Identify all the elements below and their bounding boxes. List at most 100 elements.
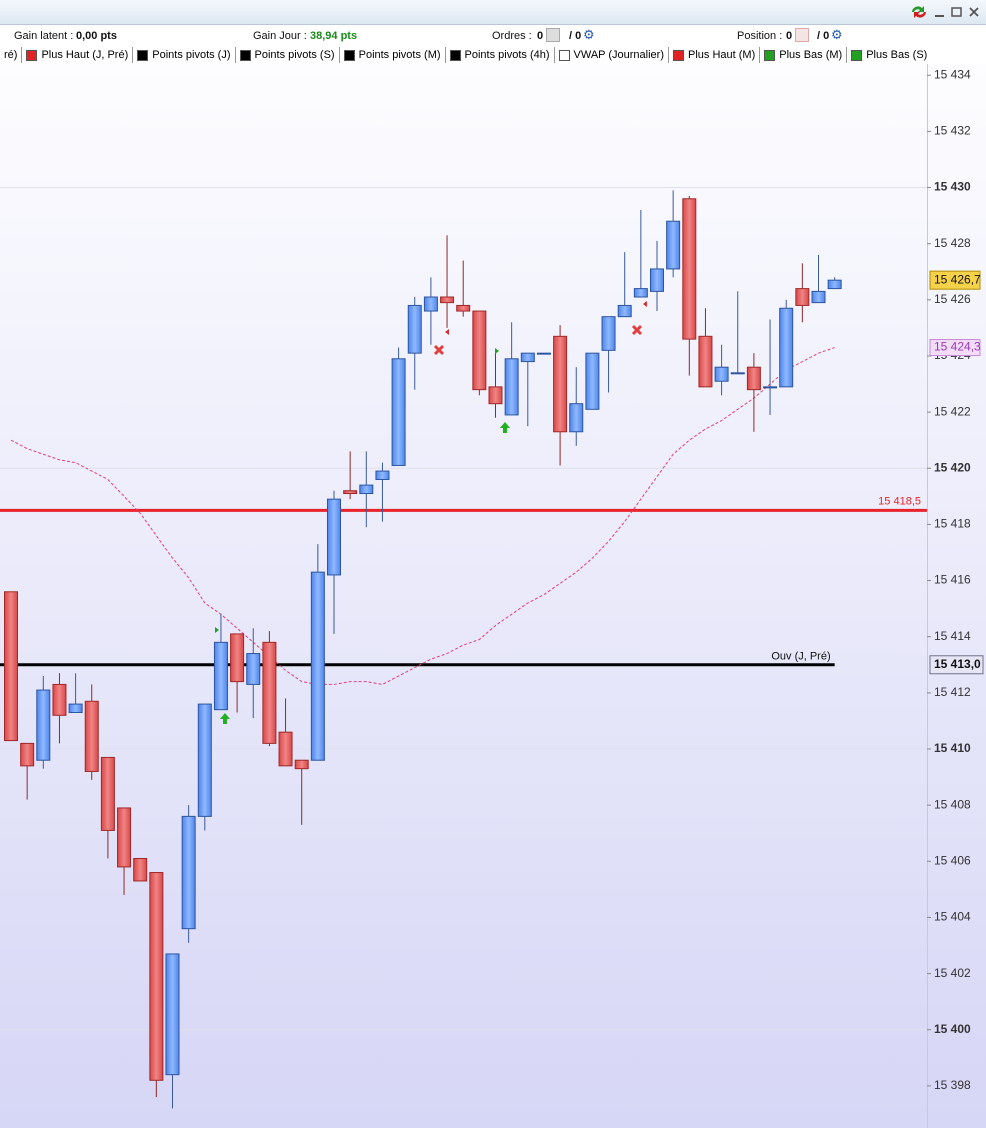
indicator-name: Plus Haut (M): [688, 49, 756, 61]
candle-body: [117, 807, 132, 868]
price-tag: [929, 339, 981, 357]
plot-background: [0, 64, 986, 1128]
y-tick-label: 15 400: [934, 1022, 971, 1036]
candle-body: [601, 316, 616, 351]
indicator-swatch: [137, 49, 149, 61]
candle-body: [4, 591, 18, 742]
candle-body: [36, 689, 51, 761]
candle-body: [617, 304, 632, 318]
candle-body: [68, 703, 83, 714]
candle-body: [536, 352, 551, 355]
candle-body: [698, 335, 713, 388]
indicator[interactable]: Points pivots (M): [340, 47, 446, 63]
indicator-name: Points pivots (M): [358, 49, 441, 61]
price-level-name: Ouv (J, Pré): [771, 651, 830, 663]
candle-body: [310, 571, 325, 761]
indicator[interactable]: Plus Haut (M): [669, 47, 761, 63]
candle-body: [327, 498, 341, 576]
candle-body: [294, 759, 309, 770]
maximize-button[interactable]: [951, 7, 962, 17]
indicator-name: ré): [4, 49, 18, 61]
value: 0: [537, 30, 544, 42]
y-tick-label: 15 416: [934, 573, 971, 587]
price-tag: [929, 655, 984, 675]
y-tick-label: 15 406: [934, 853, 971, 867]
candle-body: [133, 857, 148, 882]
y-tick-label: 15 434: [934, 67, 971, 81]
candle-body: [181, 815, 196, 930]
candle-body: [569, 403, 584, 433]
y-tick-label: 15 418: [934, 517, 971, 531]
candle-body: [811, 290, 826, 304]
candle-body: [746, 366, 761, 391]
indicator-swatch: [764, 49, 776, 61]
indicator-swatch: [343, 49, 355, 61]
candle-body: [230, 633, 245, 683]
indicator-name: Points pivots (4h): [464, 49, 550, 61]
signal-triangle: [495, 348, 499, 354]
candle-body: [456, 304, 471, 312]
signal-triangle: [445, 329, 449, 335]
indicator-swatch: [673, 49, 684, 61]
indicator[interactable]: Plus Bas (M): [760, 47, 848, 63]
candle-body: [423, 296, 438, 312]
y-tick-label: 15 428: [934, 236, 971, 250]
indicator[interactable]: Points pivots (S): [236, 47, 340, 63]
indicator[interactable]: VWAP (Journalier): [555, 47, 669, 63]
last-price-label: 15 426,7: [934, 272, 981, 286]
indicator-swatch: [851, 49, 863, 61]
y-tick-label: 15 420: [934, 460, 971, 474]
gear-icon[interactable]: ⚙: [831, 27, 843, 42]
chart: 15 398 15 400 15 402 15 404 15 406 15 408 15 4…: [0, 64, 986, 1128]
indicator-name: VWAP (Journalier): [573, 49, 664, 61]
candle-body: [553, 335, 568, 433]
candle-body: [197, 703, 212, 817]
value: / 0: [569, 30, 582, 42]
value: 0,00 pts: [76, 30, 117, 42]
candle-body: [278, 731, 293, 767]
indicator-swatch: [26, 49, 38, 61]
y-tick-label: 15 414: [934, 629, 971, 643]
signal-triangle: [643, 301, 647, 307]
y-tick-label: 15 402: [934, 966, 971, 980]
indicator[interactable]: ré): [0, 47, 23, 63]
signal-triangle: [215, 627, 219, 633]
indicator[interactable]: Points pivots (J): [133, 47, 236, 63]
candle-body: [633, 288, 648, 298]
candle-body: [213, 641, 228, 711]
indicator[interactable]: Points pivots (4h): [446, 47, 555, 63]
close-button[interactable]: [969, 7, 979, 17]
indicator[interactable]: Plus Bas (S): [847, 47, 927, 63]
refresh-icon[interactable]: [912, 6, 924, 12]
candle-body: [359, 484, 374, 495]
sell-mark: [631, 324, 643, 336]
y-tick-label: 15 422: [934, 404, 971, 418]
y-tick-label: 15 412: [934, 685, 971, 699]
candle-body: [585, 352, 600, 410]
candle-body: [100, 756, 115, 831]
candle-body: [827, 279, 842, 290]
label: Position :: [737, 30, 783, 42]
indicator-swatch: [239, 49, 251, 61]
orders-icon[interactable]: [546, 28, 560, 42]
candle-body: [714, 366, 729, 382]
refresh-icon-2[interactable]: [914, 12, 926, 18]
value: 0: [786, 30, 793, 42]
position-icon[interactable]: [795, 28, 809, 42]
candle-body: [149, 872, 164, 1081]
indicator[interactable]: Plus Haut (J, Pré): [22, 47, 134, 63]
candle-body: [795, 288, 810, 306]
sell-mark: [433, 344, 445, 356]
info-bar: Gain latent : 0,00 pts Gain Jour : 38,94…: [0, 25, 986, 45]
gear-icon[interactable]: ⚙: [583, 27, 595, 42]
label: Ordres :: [492, 30, 532, 42]
price-tag-label: 15 413,0: [934, 657, 981, 671]
buy-arrow: [500, 422, 510, 433]
y-tick-label: 15 430: [934, 180, 971, 194]
candle-body: [488, 386, 503, 405]
candle-body: [84, 700, 99, 772]
candle-body: [504, 358, 519, 416]
value: / 0: [817, 30, 830, 42]
candle-body: [391, 358, 406, 466]
